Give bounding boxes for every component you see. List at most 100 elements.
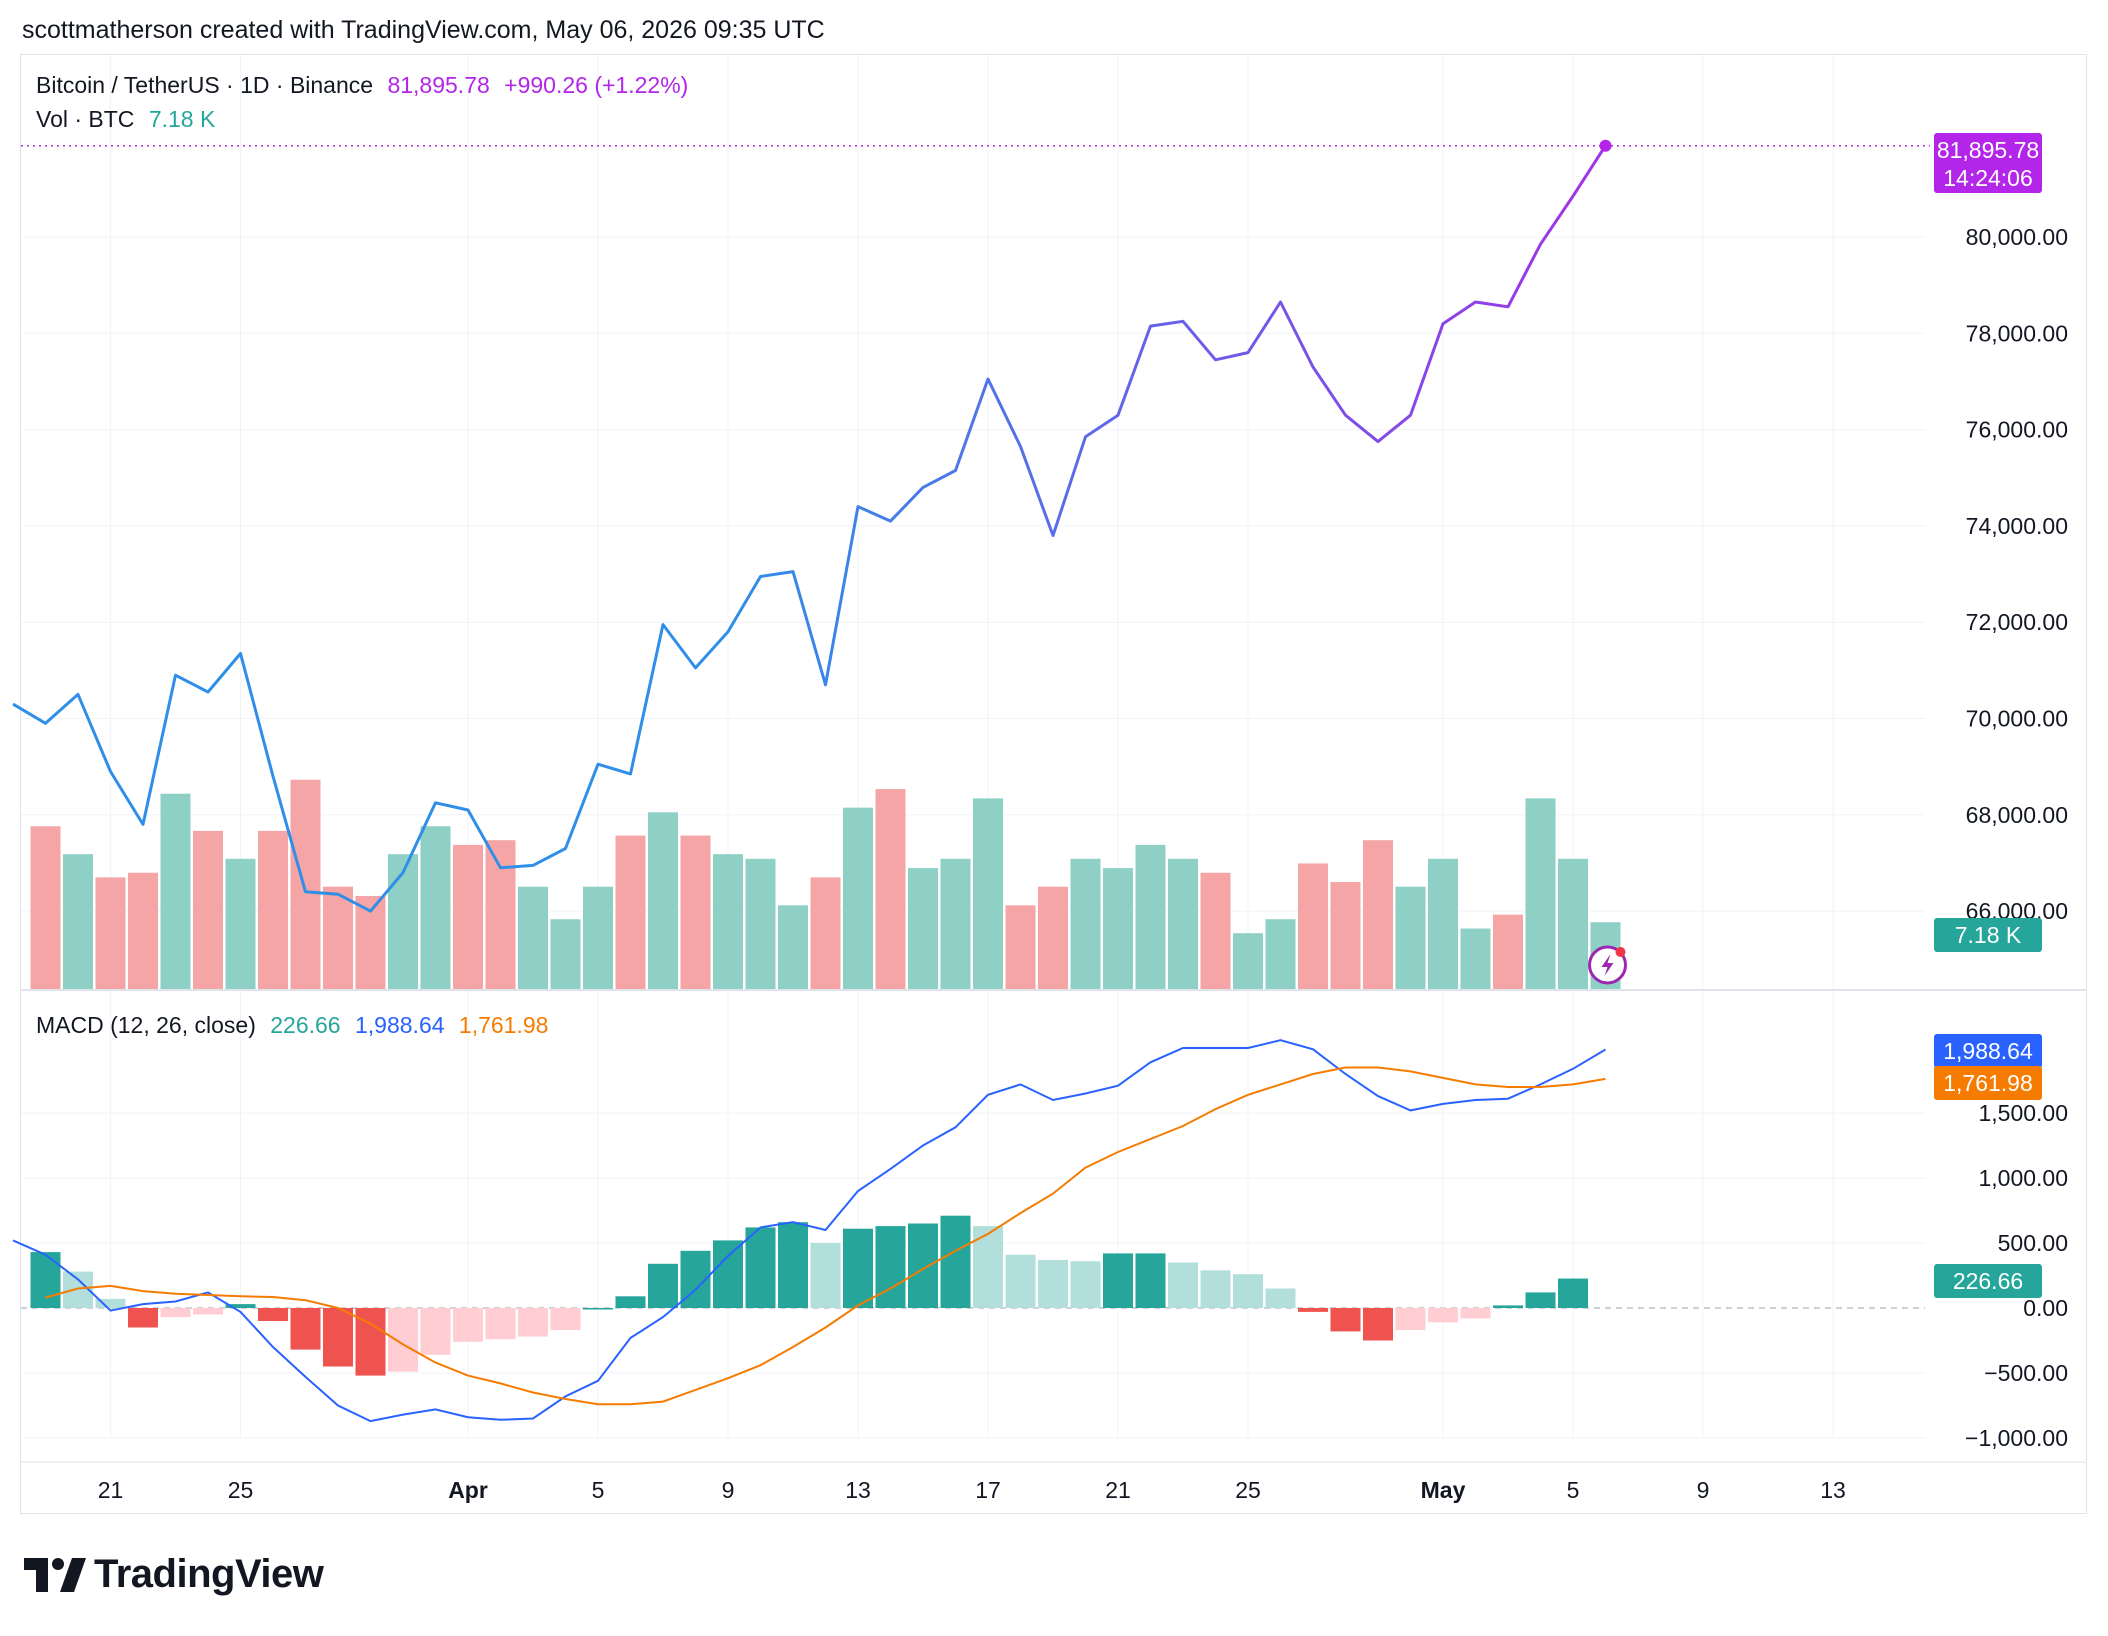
macd-histogram-bar xyxy=(1200,1270,1231,1308)
legend-macd-row[interactable]: MACD (12, 26, close) 226.66 1,988.64 1,7… xyxy=(36,1012,548,1039)
volume-bar xyxy=(1428,858,1458,989)
macd-histogram-bar xyxy=(1363,1308,1393,1341)
macd-histogram-bar xyxy=(1265,1288,1296,1308)
signal-badge: 1,761.98 xyxy=(1934,1066,2042,1100)
macd-histogram-bar xyxy=(160,1308,191,1318)
time-tick-label: 9 xyxy=(722,1477,735,1503)
volume-bar xyxy=(1265,919,1296,989)
macd-histogram-bar xyxy=(1233,1274,1263,1308)
macd-histogram-bar xyxy=(388,1308,418,1372)
time-tick-label: 13 xyxy=(845,1477,871,1503)
macd-badge: 1,988.64 xyxy=(1934,1034,2042,1068)
volume-bar xyxy=(648,812,678,989)
volume-bar xyxy=(583,886,613,989)
price-tick-label: 78,000.00 xyxy=(1966,320,2068,346)
volume-bar xyxy=(908,868,938,989)
volume-bar xyxy=(1363,840,1393,989)
macd-histogram-bar xyxy=(1428,1308,1458,1323)
tradingview-logo[interactable]: TradingView xyxy=(24,1552,324,1597)
last-price-badge-text: 81,895.78 xyxy=(1937,137,2039,163)
last-price-marker xyxy=(1599,139,1612,152)
volume-bar xyxy=(193,830,223,989)
legend-volume-label: Vol · BTC xyxy=(36,106,135,132)
volume-bar xyxy=(1200,872,1231,989)
time-tick-label: May xyxy=(1421,1477,1466,1503)
volume-bar xyxy=(323,886,353,989)
macd-histogram-bar xyxy=(843,1228,873,1308)
macd-histogram-bar xyxy=(875,1226,906,1308)
macd-tick-label: −500.00 xyxy=(1984,1360,2068,1386)
volume-bar xyxy=(1005,905,1036,989)
volume-badge-text: 7.18 K xyxy=(1955,922,2022,948)
volume-bar xyxy=(940,858,971,989)
macd-histogram-bar xyxy=(1395,1308,1426,1331)
macd-histogram-bar xyxy=(1005,1254,1036,1308)
volume-bar xyxy=(1558,858,1588,989)
macd-histogram-bar xyxy=(1525,1292,1556,1308)
macd-histogram-bar xyxy=(810,1243,841,1308)
signal-badge-bg xyxy=(1934,1066,2042,1100)
macd-histogram-bar xyxy=(1298,1308,1328,1312)
series-lines xyxy=(12,139,1930,1423)
time-tick-label: 5 xyxy=(592,1477,605,1503)
macd-histogram-bar xyxy=(485,1308,516,1340)
chart-frame xyxy=(20,54,2087,1514)
macd-tick-label: 0.00 xyxy=(2023,1295,2068,1321)
legend-last-price: 81,895.78 xyxy=(387,72,490,98)
time-tick-label: 17 xyxy=(975,1477,1001,1503)
volume-bar xyxy=(1395,886,1426,989)
volume-bar xyxy=(453,844,483,989)
chart-canvas[interactable]: 66,000.0068,000.0070,000.0072,000.0074,0… xyxy=(0,0,2108,1540)
macd-tick-label: 500.00 xyxy=(1998,1230,2068,1256)
time-tick-label: 21 xyxy=(1105,1477,1131,1503)
macd-badge-text: 1,988.64 xyxy=(1943,1038,2033,1064)
volume-bar xyxy=(1330,882,1361,989)
legend-macd-hist: 226.66 xyxy=(270,1012,341,1038)
volume-bar xyxy=(95,877,126,989)
macd-histogram-bar xyxy=(550,1308,581,1331)
macd-histogram-bar xyxy=(1070,1261,1101,1308)
volume-bar xyxy=(485,840,516,989)
legend-symbol-row[interactable]: Bitcoin / TetherUS · 1D · Binance 81,895… xyxy=(36,72,688,99)
macd-tick-label: 1,500.00 xyxy=(1978,1100,2068,1126)
histogram-badge: 226.66 xyxy=(1934,1264,2042,1298)
volume-badge: 7.18 K xyxy=(1934,918,2042,952)
legend-volume-row[interactable]: Vol · BTC 7.18 K xyxy=(36,106,215,133)
macd-histogram-bar xyxy=(1493,1305,1523,1308)
volume-bar xyxy=(1103,868,1133,989)
last-price-badge-text: 14:24:06 xyxy=(1943,165,2033,191)
time-tick-label: 25 xyxy=(1235,1477,1261,1503)
grid-lines xyxy=(21,55,2086,1463)
price-tick-label: 76,000.00 xyxy=(1966,417,2068,443)
volume-bar xyxy=(1298,863,1328,989)
volume-bar xyxy=(128,872,158,989)
macd-histogram-bar xyxy=(1103,1253,1133,1308)
macd-tick-label: −1,000.00 xyxy=(1965,1425,2068,1451)
macd-badge-bg xyxy=(1934,1034,2042,1068)
last-price-badge-bg xyxy=(1934,133,2042,193)
macd-histogram-bar xyxy=(225,1304,256,1308)
macd-signal-line xyxy=(45,1066,1606,1406)
signal-badge-text: 1,761.98 xyxy=(1943,1070,2033,1096)
volume-bar xyxy=(1460,928,1491,989)
legend-macd-signal: 1,761.98 xyxy=(458,1012,549,1038)
histogram-badge-bg xyxy=(1934,1264,2042,1298)
price-tick-label: 80,000.00 xyxy=(1966,224,2068,250)
volume-bar xyxy=(388,854,418,989)
price-line xyxy=(12,144,1607,913)
legend-volume-value: 7.18 K xyxy=(148,106,216,132)
volume-bar xyxy=(225,858,256,989)
legend-symbol: Bitcoin / TetherUS · 1D · Binance xyxy=(36,72,374,98)
macd-histogram-bar xyxy=(648,1263,678,1308)
volume-bar xyxy=(973,798,1003,989)
axis-labels: 66,000.0068,000.0070,000.0072,000.0074,0… xyxy=(98,224,2068,1503)
macd-histogram-bar xyxy=(1330,1308,1361,1332)
macd-histogram-bar xyxy=(128,1308,158,1328)
macd-histogram-bar xyxy=(1168,1262,1198,1308)
volume-bar xyxy=(1168,858,1198,989)
macd-histogram-bar xyxy=(583,1308,613,1310)
price-tick-label: 68,000.00 xyxy=(1966,802,2068,828)
macd-histogram-bar xyxy=(1038,1259,1068,1308)
